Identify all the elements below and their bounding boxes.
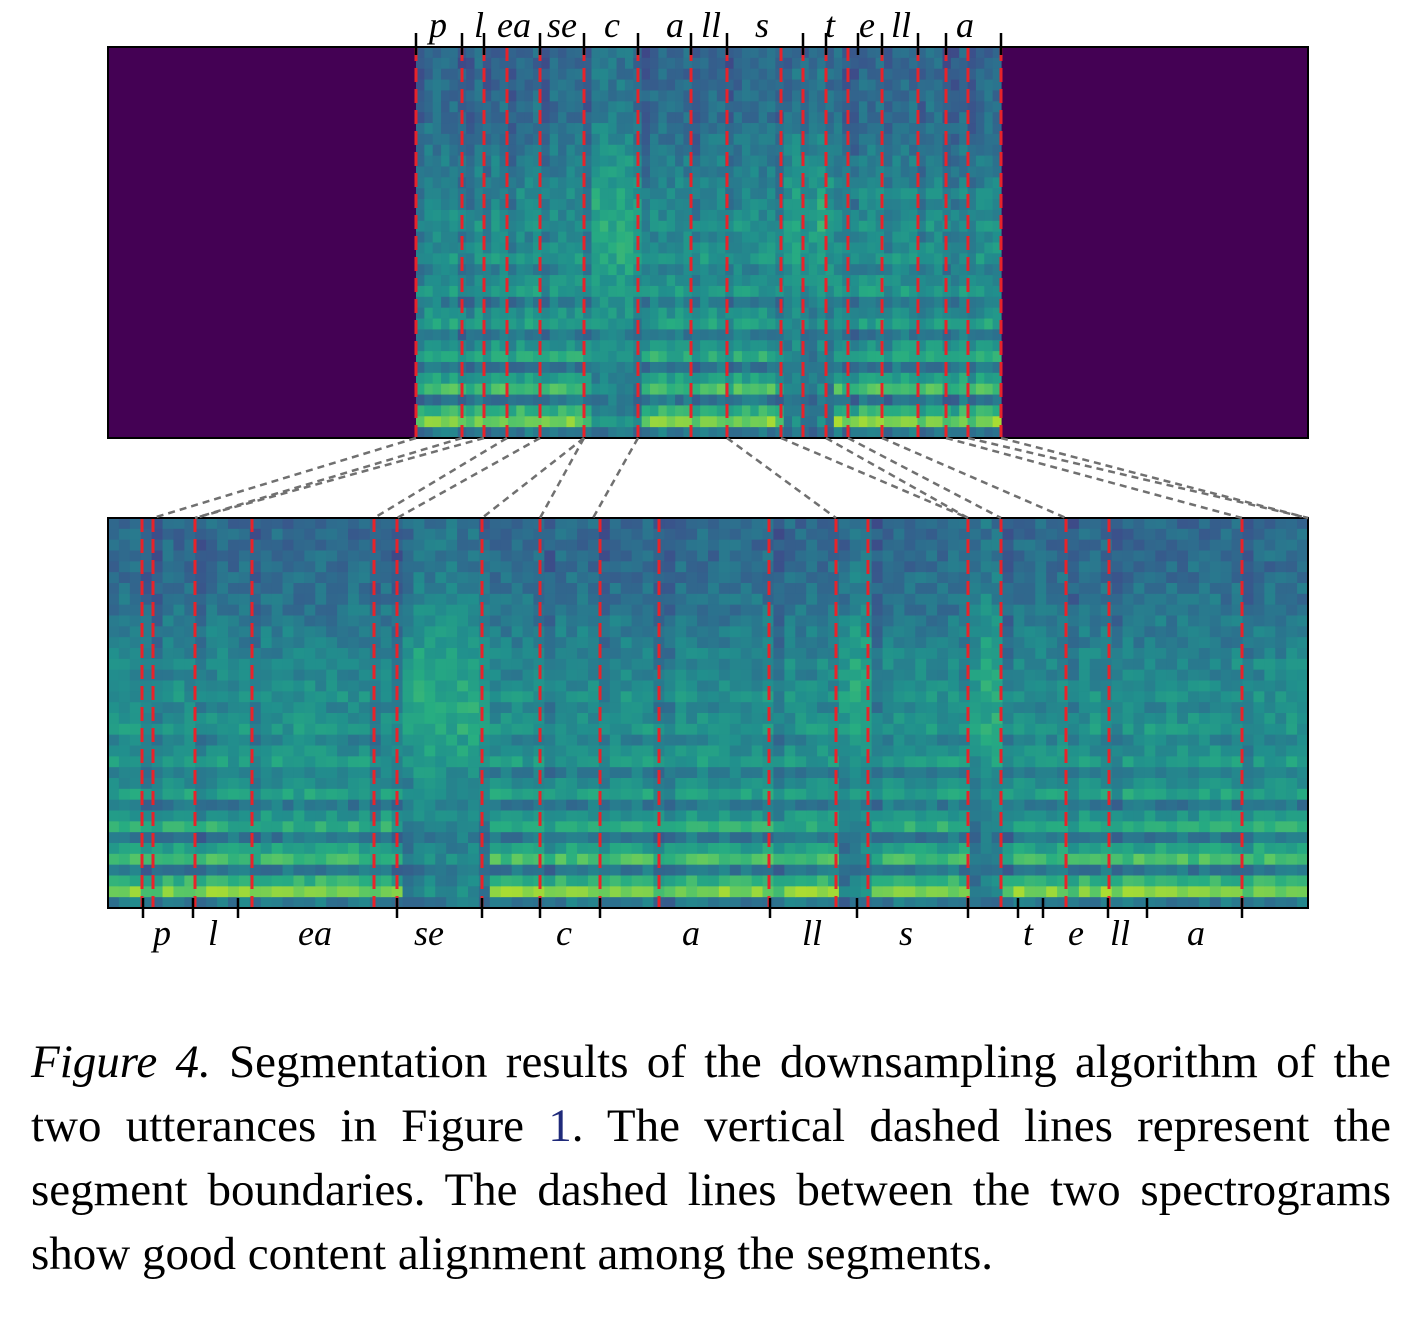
figure-caption: Figure 4. Segmentation results of the do…: [31, 1030, 1391, 1286]
top-spectrogram-frame: [107, 46, 1309, 439]
alignment-line: [373, 436, 508, 520]
alignment-line: [194, 436, 485, 520]
segmentation-figure: p l ea se c a ll s t e ll a p l ea se c a ll s t e ll a: [107, 5, 1309, 953]
alignment-line: [481, 437, 585, 519]
bottom-segment-label: ea: [298, 913, 332, 953]
bottom-segment-label: ll: [1110, 913, 1130, 953]
alignment-line: [538, 437, 586, 519]
figure-reference-link[interactable]: 1: [548, 1100, 572, 1152]
alignment-line: [967, 436, 1309, 520]
bottom-spectrogram-frame: [107, 517, 1309, 909]
alignment-line: [1000, 436, 1309, 520]
bottom-segment-label: a: [682, 913, 700, 953]
top-spectrogram: [108, 47, 1308, 438]
alignment-line: [591, 437, 640, 519]
top-segment-label: e: [859, 5, 875, 45]
top-segment-label: a: [666, 5, 684, 45]
top-segment-label: a: [956, 5, 974, 45]
alignment-line: [726, 436, 837, 520]
bottom-segment-label: a: [1187, 913, 1205, 953]
top-segment-label: ll: [891, 5, 911, 45]
caption-label: Figure 4.: [31, 1036, 211, 1088]
bottom-segment-label: p: [150, 913, 171, 953]
top-segment-label: ll: [701, 5, 721, 45]
top-segment-label: s: [755, 5, 769, 45]
bottom-segment-label: s: [899, 913, 913, 953]
top-segment-label: l: [474, 5, 484, 45]
alignment-line: [825, 436, 969, 520]
bottom-segment-label: l: [208, 913, 218, 953]
caption-text-start: Segmentation results of the downsampling…: [31, 1036, 1391, 1152]
top-segment-label: ea: [497, 5, 531, 45]
top-segment-label: p: [426, 5, 447, 45]
bottom-segment-ticks: [141, 898, 1244, 918]
bottom-segment-labels: p l ea se c a ll s t e ll a: [150, 913, 1205, 953]
alignment-line: [780, 436, 969, 520]
bottom-segment-label: e: [1068, 913, 1084, 953]
caption-text-end: . The vertical dashed lines represent th…: [31, 1100, 1391, 1280]
bottom-spectrogram: [108, 518, 1308, 908]
alignment-line: [847, 436, 1002, 520]
bottom-segment-label: c: [556, 913, 572, 953]
top-segment-labels: p l ea se c a ll s t e ll a: [426, 5, 974, 45]
bottom-segment-label: t: [1023, 913, 1034, 953]
top-segment-label: se: [547, 5, 577, 45]
bottom-segment-label: se: [414, 913, 444, 953]
alignment-line: [881, 436, 1067, 520]
top-segment-label: t: [825, 5, 836, 45]
bottom-segment-label: ll: [802, 913, 822, 953]
top-segment-ticks: [414, 33, 1003, 55]
top-segment-label: c: [604, 5, 620, 45]
alignment-lines: [152, 436, 1309, 520]
alignment-line: [945, 436, 1243, 520]
alignment-line: [152, 436, 417, 520]
alignment-line: [396, 436, 541, 520]
